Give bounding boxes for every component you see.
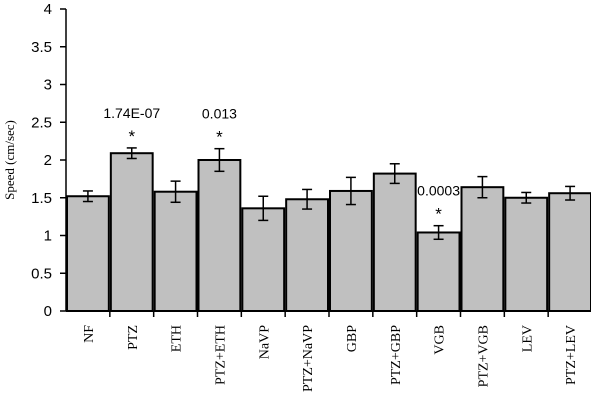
y-axis-label: Speed (cm/sec) bbox=[2, 120, 17, 200]
x-tick-label: PTZ+ETH bbox=[213, 325, 228, 385]
x-tick-label: LEV bbox=[520, 325, 535, 352]
bar-ptz-plus-gbp bbox=[372, 172, 417, 312]
x-tick-label: NaVP bbox=[257, 325, 272, 359]
y-tick-label: 3 bbox=[44, 77, 52, 94]
bar-ptz-plus-eth bbox=[197, 159, 242, 312]
bar-eth bbox=[153, 190, 198, 313]
x-tick-label: VGB bbox=[433, 325, 448, 355]
significance-marker: * bbox=[128, 127, 135, 146]
bar-ptz-plus-navp bbox=[285, 198, 329, 312]
x-tick-label: PTZ bbox=[126, 325, 141, 350]
x-tick-label: PTZ+NaVP bbox=[301, 325, 316, 392]
bar-lev bbox=[504, 196, 549, 312]
bar-navp bbox=[241, 207, 286, 313]
bar-vgb bbox=[416, 231, 461, 312]
x-tick-label: PTZ+GBP bbox=[389, 325, 404, 385]
y-tick-label: 1.5 bbox=[31, 190, 52, 207]
y-axis: 0 0.5 1 1.5 2 2.5 3 3.5 4 bbox=[31, 1, 67, 320]
bar-ptz-plus-lev bbox=[548, 192, 591, 312]
x-tick-label: PTZ+LEV bbox=[564, 325, 579, 385]
y-tick-label: 2.5 bbox=[31, 114, 52, 131]
bar-nf bbox=[66, 195, 110, 313]
y-tick-label: 4 bbox=[44, 1, 52, 18]
annotations-group: * 1.74E-07 * 0.013 * 0.0003 bbox=[103, 105, 460, 224]
p-value-label: 0.013 bbox=[202, 106, 237, 122]
error-bars-group bbox=[82, 147, 576, 241]
x-axis: NF PTZ ETH PTZ+ETH NaVP PTZ+NaVP GBP PTZ+GBP VGB… bbox=[66, 310, 591, 392]
y-tick-label: 0 bbox=[44, 303, 52, 320]
p-value-label: 1.74E-07 bbox=[103, 105, 160, 121]
significance-marker: * bbox=[435, 205, 442, 224]
x-tick-label: NF bbox=[82, 325, 97, 343]
significance-marker: * bbox=[216, 128, 223, 147]
y-tick-label: 3.5 bbox=[31, 39, 52, 56]
bar-ptz-plus-vgb bbox=[460, 186, 505, 312]
y-tick-label: 0.5 bbox=[31, 265, 52, 282]
p-value-label: 0.0003 bbox=[417, 183, 460, 199]
y-tick-label: 1 bbox=[44, 228, 52, 245]
bar-ptz bbox=[109, 152, 154, 312]
bars-group bbox=[66, 152, 591, 313]
x-tick-label: PTZ+VGB bbox=[476, 325, 491, 387]
y-tick-label: 2 bbox=[44, 152, 52, 169]
x-tick-label: ETH bbox=[170, 325, 185, 352]
x-tick-label: GBP bbox=[345, 325, 360, 352]
bar-gbp bbox=[329, 189, 373, 312]
